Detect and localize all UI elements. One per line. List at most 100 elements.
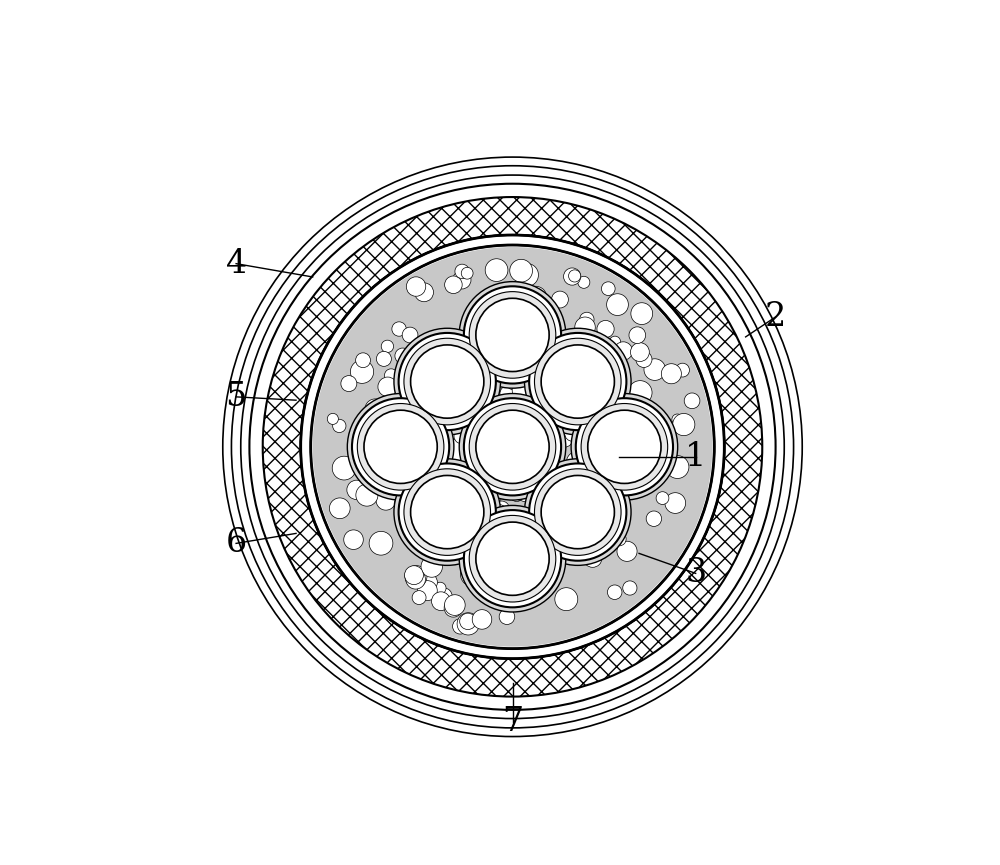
Circle shape — [517, 484, 534, 502]
Text: 6: 6 — [225, 528, 247, 560]
Circle shape — [518, 417, 535, 434]
Circle shape — [476, 410, 549, 484]
Circle shape — [449, 535, 468, 554]
Circle shape — [399, 464, 496, 561]
Circle shape — [444, 599, 463, 617]
Circle shape — [356, 353, 370, 368]
Circle shape — [584, 480, 600, 496]
Circle shape — [574, 393, 590, 409]
Circle shape — [402, 327, 418, 343]
Circle shape — [406, 569, 425, 589]
Circle shape — [480, 362, 497, 378]
Circle shape — [381, 340, 394, 353]
Circle shape — [533, 474, 553, 494]
Text: 5: 5 — [225, 381, 247, 413]
Circle shape — [496, 444, 517, 465]
Circle shape — [500, 386, 516, 401]
Circle shape — [491, 433, 507, 450]
Circle shape — [347, 480, 366, 499]
Circle shape — [469, 363, 491, 385]
Circle shape — [460, 563, 484, 586]
Circle shape — [514, 383, 535, 404]
Circle shape — [490, 435, 508, 452]
Circle shape — [625, 401, 645, 421]
Circle shape — [333, 420, 346, 432]
Circle shape — [486, 505, 501, 519]
Circle shape — [510, 489, 523, 502]
Circle shape — [459, 394, 566, 500]
Circle shape — [329, 498, 350, 519]
Circle shape — [550, 377, 564, 391]
Circle shape — [537, 375, 559, 398]
Circle shape — [442, 465, 456, 477]
Circle shape — [519, 419, 542, 442]
Circle shape — [527, 422, 542, 438]
Circle shape — [604, 429, 618, 443]
Circle shape — [405, 566, 427, 587]
Circle shape — [623, 454, 635, 465]
Circle shape — [263, 197, 762, 696]
Circle shape — [596, 373, 613, 390]
Circle shape — [523, 516, 540, 532]
Circle shape — [553, 561, 564, 572]
Circle shape — [223, 157, 802, 737]
Circle shape — [648, 427, 664, 444]
Circle shape — [394, 458, 501, 566]
Circle shape — [601, 282, 615, 296]
Circle shape — [661, 363, 681, 384]
Circle shape — [468, 503, 480, 515]
Circle shape — [476, 522, 549, 595]
Circle shape — [432, 592, 450, 611]
Circle shape — [459, 282, 566, 388]
Circle shape — [461, 438, 480, 457]
Circle shape — [514, 446, 529, 461]
Circle shape — [364, 410, 437, 484]
Circle shape — [665, 493, 686, 514]
Circle shape — [464, 413, 476, 425]
Circle shape — [645, 406, 659, 420]
Circle shape — [643, 427, 654, 439]
Circle shape — [558, 400, 582, 423]
Circle shape — [628, 381, 652, 405]
Circle shape — [507, 508, 522, 522]
Circle shape — [313, 247, 712, 647]
Text: 1: 1 — [685, 441, 706, 473]
Circle shape — [512, 380, 534, 401]
Circle shape — [527, 441, 541, 455]
Circle shape — [630, 343, 649, 362]
Circle shape — [231, 166, 794, 727]
Circle shape — [468, 490, 488, 510]
Circle shape — [501, 336, 522, 357]
Circle shape — [523, 376, 538, 391]
Circle shape — [301, 235, 724, 658]
Circle shape — [493, 373, 504, 383]
Circle shape — [673, 413, 695, 436]
Circle shape — [676, 363, 689, 377]
Circle shape — [332, 456, 356, 480]
Circle shape — [417, 475, 428, 485]
Circle shape — [592, 394, 612, 414]
Circle shape — [311, 245, 714, 649]
Circle shape — [424, 406, 445, 426]
Circle shape — [411, 476, 484, 548]
Circle shape — [497, 438, 509, 449]
Circle shape — [388, 422, 404, 439]
Circle shape — [499, 438, 515, 454]
Circle shape — [540, 413, 562, 435]
Circle shape — [450, 394, 471, 415]
Circle shape — [352, 398, 449, 496]
Circle shape — [506, 372, 524, 390]
Circle shape — [433, 384, 455, 407]
Circle shape — [514, 438, 533, 457]
Circle shape — [447, 418, 462, 432]
Circle shape — [483, 504, 493, 515]
Circle shape — [503, 477, 516, 490]
Circle shape — [643, 405, 661, 422]
Circle shape — [618, 482, 629, 492]
Circle shape — [301, 235, 724, 658]
Circle shape — [538, 430, 553, 445]
Circle shape — [576, 443, 590, 457]
Circle shape — [495, 430, 511, 446]
Circle shape — [481, 406, 503, 426]
Circle shape — [406, 495, 430, 518]
